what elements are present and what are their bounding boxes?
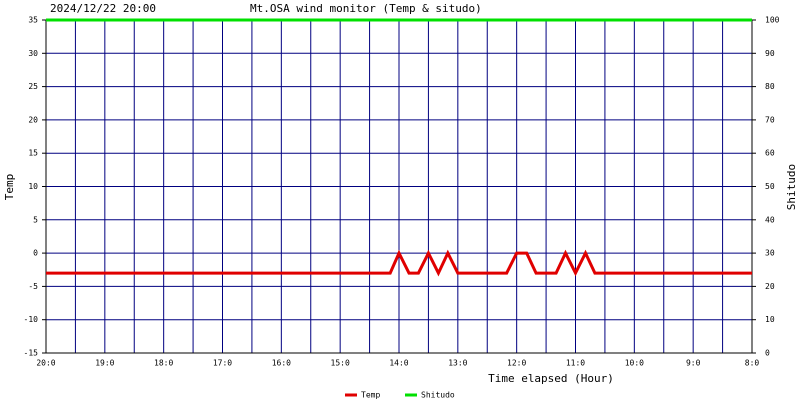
y-tick-label: 25: [28, 82, 38, 91]
y-tick-label: -10: [24, 315, 39, 324]
x-tick-label: 19:0: [95, 359, 114, 368]
y-tick-label: -5: [28, 282, 38, 291]
y2-tick-label: 50: [765, 182, 775, 191]
y2-tick-label: 0: [765, 349, 770, 358]
legend-label: Shitudo: [421, 391, 455, 400]
x-tick-label: 12:0: [507, 359, 526, 368]
y2-tick-label: 30: [765, 249, 775, 258]
y2-tick-label: 100: [765, 16, 780, 25]
x-tick-label: 18:0: [154, 359, 173, 368]
y2-tick-label: 20: [765, 282, 775, 291]
data-line: [46, 249, 752, 277]
legend-label: Temp: [361, 391, 380, 400]
x-tick-label: 9:0: [686, 359, 701, 368]
y2-tick-label: 80: [765, 82, 775, 91]
x-axis-label: Time elapsed (Hour): [488, 372, 614, 385]
y-tick-label: 0: [33, 249, 38, 258]
y2-axis-label: Shitudo: [785, 164, 798, 210]
x-tick-label: 15:0: [331, 359, 350, 368]
x-tick-label: 16:0: [272, 359, 291, 368]
y-tick-label: 20: [28, 115, 38, 124]
x-tick-label: 11:0: [566, 359, 585, 368]
y-tick-label: 5: [33, 215, 38, 224]
chart-title: Mt.OSA wind monitor (Temp & situdo): [250, 2, 482, 15]
x-tick-label: 13:0: [448, 359, 467, 368]
x-tick-label: 20:0: [36, 359, 55, 368]
y2-tick-label: 90: [765, 49, 775, 58]
x-tick-label: 17:0: [213, 359, 232, 368]
y-tick-label: 30: [28, 49, 38, 58]
x-tick-label: 8:0: [745, 359, 760, 368]
y-tick-label: -15: [24, 349, 39, 358]
y-tick-label: 10: [28, 182, 38, 191]
chart-subtitle: 2024/12/22 20:00: [50, 2, 156, 15]
x-tick-label: 10:0: [625, 359, 644, 368]
y2-tick-label: 60: [765, 149, 775, 158]
y2-tick-label: 10: [765, 315, 775, 324]
x-tick-label: 14:0: [389, 359, 408, 368]
y2-tick-label: 40: [765, 215, 775, 224]
y2-tick-label: 70: [765, 115, 775, 124]
y-axis-label: Temp: [3, 174, 16, 201]
y-tick-label: 15: [28, 149, 38, 158]
y-tick-label: 35: [28, 16, 38, 25]
